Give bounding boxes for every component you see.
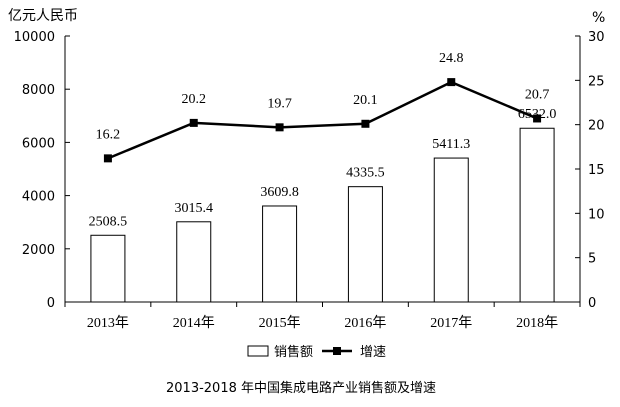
- left-tick-label: 2000: [22, 243, 55, 258]
- x-tick-label: 2018年: [516, 315, 558, 331]
- right-axis-ticks: 0 5 10 15 20 25 30: [575, 30, 605, 311]
- legend-line-marker: [333, 347, 341, 355]
- bar-value-label: 5411.3: [432, 137, 470, 152]
- bar: [262, 205, 298, 303]
- bar-data-labels: 2508.5 3015.4 3609.8 4335.5 5411.3 6532.0: [89, 107, 557, 229]
- left-tick-label: 4000: [22, 190, 55, 205]
- bar: [519, 127, 555, 303]
- line-value-label: 16.2: [96, 127, 121, 142]
- right-tick-label: 15: [588, 163, 605, 178]
- x-tick-label: 2013年: [87, 315, 129, 331]
- line-data-labels: 16.2 20.2 19.7 20.1 24.8 20.7: [96, 51, 550, 142]
- bar-series: [90, 127, 555, 303]
- left-axis-ticks: 0 2000 4000 6000 8000 10000: [14, 30, 70, 311]
- line-point: [275, 123, 284, 132]
- x-tick-label: 2014年: [173, 315, 215, 331]
- chart-caption: 2013-2018 年中国集成电路产业销售额及增速: [166, 380, 436, 396]
- line-series: [103, 78, 542, 163]
- right-axis-title: %: [592, 10, 605, 26]
- right-tick-label: 25: [588, 74, 605, 89]
- bar-value-label: 3609.8: [260, 185, 299, 200]
- legend-bar-swatch: [247, 345, 269, 357]
- bar: [433, 157, 469, 303]
- right-tick-label: 30: [588, 30, 605, 45]
- legend: 销售额 增速: [247, 344, 386, 360]
- x-tick-label: 2017年: [430, 315, 472, 331]
- line-point: [533, 114, 542, 123]
- right-tick-label: 10: [588, 207, 605, 222]
- bar-value-label: 2508.5: [89, 214, 128, 229]
- bar: [347, 186, 383, 303]
- line-value-label: 20.2: [182, 92, 207, 107]
- left-tick-label: 0: [47, 296, 55, 311]
- right-tick-label: 0: [588, 296, 596, 311]
- line-point: [103, 154, 112, 163]
- line-point: [189, 118, 198, 127]
- bar: [90, 234, 126, 303]
- left-tick-label: 10000: [14, 30, 55, 45]
- line-value-label: 19.7: [267, 96, 292, 111]
- x-tick-label: 2015年: [259, 315, 301, 331]
- bar: [176, 221, 212, 303]
- line-value-label: 20.1: [353, 93, 378, 108]
- x-tick-label: 2016年: [344, 315, 386, 331]
- left-tick-label: 6000: [22, 136, 55, 151]
- growth-line: [107, 80, 538, 160]
- right-tick-label: 5: [588, 252, 596, 267]
- left-tick-label: 8000: [22, 83, 55, 98]
- right-tick-label: 20: [588, 119, 605, 134]
- legend-bar-label: 销售额: [274, 344, 313, 360]
- bar-value-label: 6532.0: [518, 107, 557, 122]
- left-axis-title: 亿元人民币: [8, 8, 78, 24]
- bar-value-label: 3015.4: [175, 201, 214, 216]
- bar-value-label: 4335.5: [346, 166, 385, 181]
- line-point: [447, 78, 456, 87]
- line-value-label: 24.8: [439, 51, 464, 66]
- line-value-label: 20.7: [525, 87, 550, 102]
- line-point: [361, 119, 370, 128]
- x-axis-ticks: 2013年 2014年 2015年 2016年 2017年 2018年: [64, 302, 581, 331]
- legend-line-label: 增速: [360, 345, 386, 360]
